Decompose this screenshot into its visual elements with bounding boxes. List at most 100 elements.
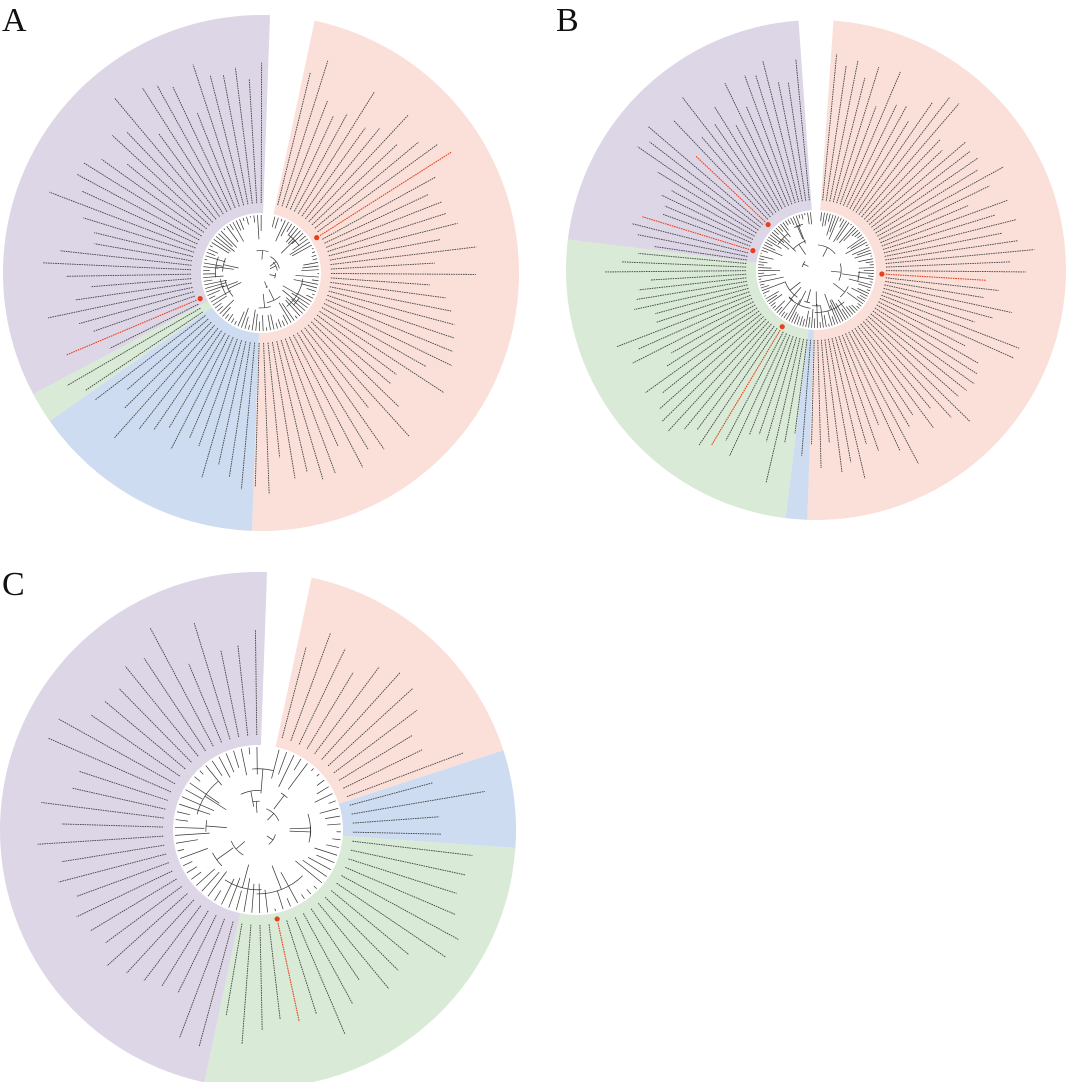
- leaf-label: [634, 284, 748, 310]
- leaf-label: [79, 770, 168, 801]
- leaf-label: [878, 185, 990, 240]
- leaf-label: [156, 85, 228, 212]
- leaf-label: [794, 339, 808, 434]
- leaf-label: [795, 58, 810, 201]
- leaf-label: [329, 239, 441, 261]
- leaf-label: [653, 246, 747, 261]
- leaf-label: [75, 282, 192, 301]
- leaf-label: [336, 882, 446, 958]
- leaf-label: [83, 162, 202, 237]
- leaf-label: [885, 280, 984, 298]
- leaf-label: [848, 331, 919, 465]
- leaf-label: [289, 336, 339, 447]
- leaf-label: [90, 714, 181, 777]
- leaf-label: [188, 663, 222, 743]
- leaf-label: [839, 106, 877, 205]
- leaf-label: [352, 816, 440, 824]
- leaf-label: [352, 831, 442, 835]
- leaf-label: [325, 299, 453, 352]
- leaf-label: [234, 67, 253, 204]
- leaf-label: [179, 918, 225, 1039]
- leaf-label: [831, 338, 866, 479]
- leaf-label: [350, 849, 466, 876]
- leaf-label: [142, 87, 224, 215]
- leaf-label: [81, 190, 198, 245]
- leaf-label: [106, 893, 188, 967]
- leaf-label: [218, 341, 247, 465]
- leaf-label: [201, 340, 243, 478]
- circular-phylogenetic-tree: [2, 15, 520, 532]
- leaf-label: [168, 332, 226, 429]
- leaf-label: [153, 330, 222, 431]
- leaf-label: [838, 336, 879, 451]
- leaf-label: [76, 862, 169, 897]
- leaf-label: [666, 307, 758, 367]
- leaf-label: [327, 213, 446, 252]
- clade-sector-purple: [567, 20, 812, 263]
- leaf-label: [817, 339, 822, 469]
- leaf-label: [49, 191, 196, 249]
- leaf-label: [314, 141, 419, 229]
- leaf-label: [860, 323, 931, 409]
- leaf-label: [220, 650, 240, 738]
- circular-phylogenetic-tree: [566, 20, 1067, 521]
- highlight-marker: [314, 235, 320, 241]
- leaf-label: [671, 304, 756, 354]
- panel-label: C: [2, 566, 25, 603]
- leaf-label: [240, 342, 256, 490]
- leaf-label: [330, 246, 477, 266]
- leaf-label: [784, 338, 804, 444]
- leaf-label: [301, 127, 366, 217]
- leaf-label: [111, 134, 210, 226]
- leaf-label: [72, 787, 166, 810]
- leaf-label: [327, 294, 454, 339]
- leaf-label: [843, 71, 901, 206]
- leaf-label: [58, 853, 167, 883]
- leaf-label: [317, 143, 439, 233]
- leaf-label: [758, 336, 794, 435]
- highlighted-leaf-label: [277, 922, 300, 1022]
- leaf-label: [881, 294, 1020, 349]
- leaf-label: [655, 287, 749, 315]
- leaf-label: [345, 866, 456, 915]
- leaf-label: [293, 334, 364, 468]
- highlighted-leaf-label: [66, 299, 197, 356]
- leaf-label: [286, 920, 317, 1015]
- leaf-label: [841, 334, 879, 425]
- leaf-label: [330, 277, 430, 286]
- leaf-label: [638, 277, 747, 291]
- leaf-label: [143, 657, 206, 752]
- leaf-label: [323, 303, 452, 367]
- leaf-label: [870, 313, 967, 391]
- leaf-label: [149, 627, 214, 747]
- clade-sector-green: [33, 301, 212, 421]
- leaf-label: [158, 133, 220, 217]
- leaf-label: [884, 284, 1012, 314]
- leaf-label: [330, 281, 446, 299]
- leaf-label: [745, 106, 789, 206]
- highlight-marker: [779, 324, 785, 330]
- leaf-label: [298, 648, 346, 745]
- clade-sector-blue: [338, 750, 516, 848]
- leaf-label: [882, 214, 996, 250]
- leaf-label: [647, 126, 764, 225]
- leaf-label: [681, 96, 774, 215]
- leaf-label: [330, 890, 410, 956]
- highlight-marker: [879, 271, 885, 277]
- leaf-label: [124, 321, 212, 409]
- leaf-label: [241, 924, 252, 1044]
- leaf-label: [92, 295, 196, 332]
- leaf-label: [277, 72, 311, 206]
- leaf-label: [328, 290, 455, 326]
- leaf-label: [296, 332, 369, 450]
- tree-branches: [175, 747, 341, 913]
- leaf-label: [321, 672, 401, 760]
- leaf-label: [329, 286, 452, 312]
- leaf-label: [118, 688, 192, 763]
- leaf-label: [83, 217, 195, 253]
- leaf-label: [875, 169, 979, 234]
- leaf-label: [878, 301, 966, 347]
- leaf-label: [755, 75, 796, 204]
- leaf-label: [801, 339, 812, 456]
- leaf-label: [822, 53, 838, 201]
